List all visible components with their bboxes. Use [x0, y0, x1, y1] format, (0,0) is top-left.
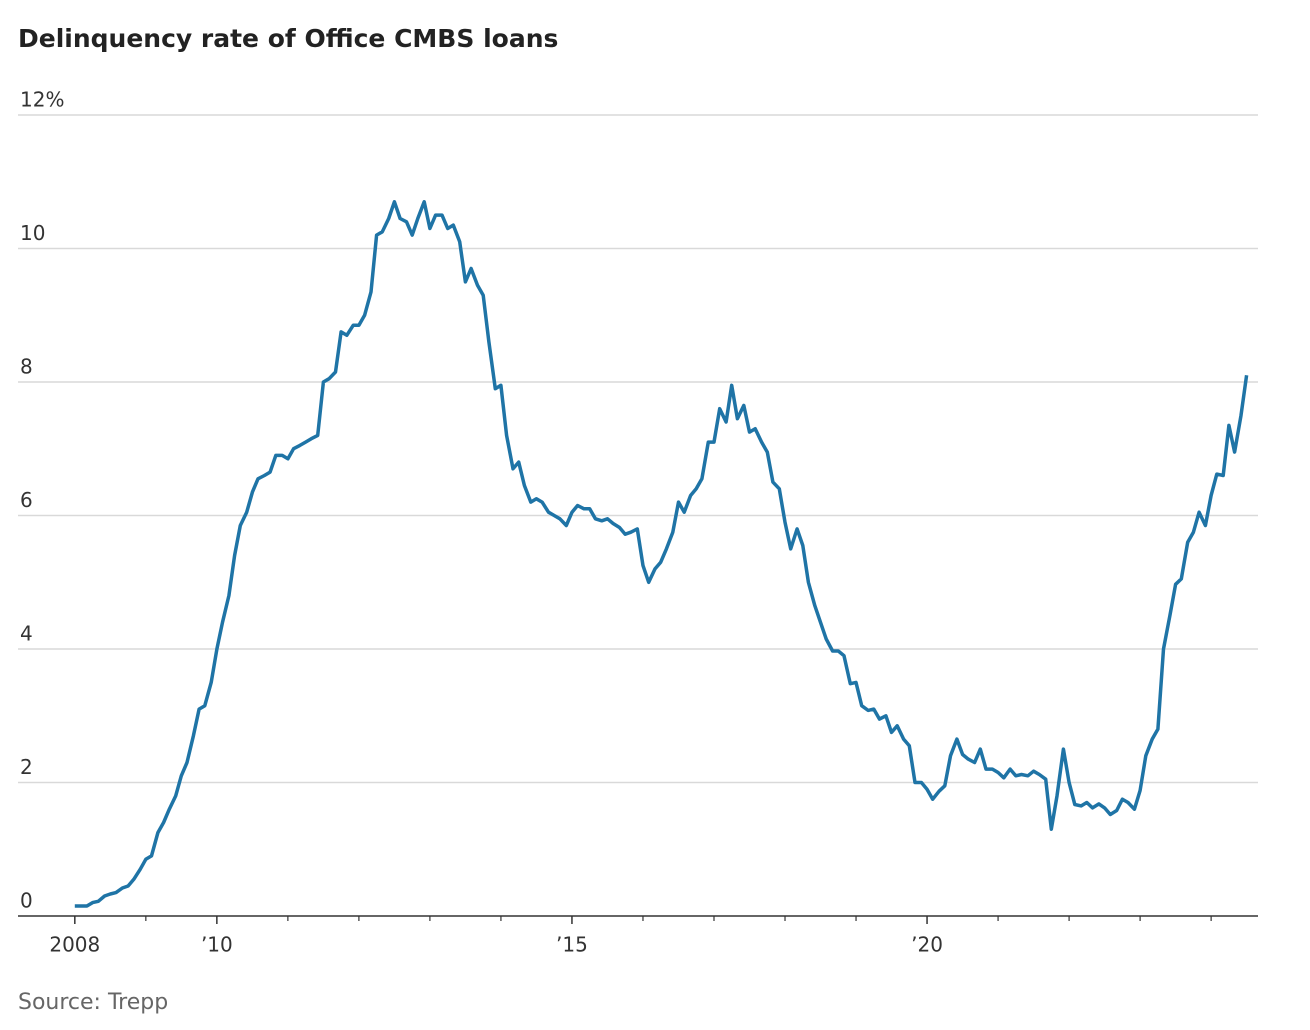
chart-title: Delinquency rate of Office CMBS loans [18, 24, 558, 53]
y-tick-label: 0 [20, 889, 33, 913]
x-tick-label: 2008 [49, 933, 100, 957]
y-tick-label: 2 [20, 755, 33, 779]
y-tick-label: 6 [20, 488, 33, 512]
source: Source: Trepp [18, 990, 168, 1015]
y-tick-label: 12% [20, 88, 64, 112]
x-tick-label: ’10 [201, 933, 233, 957]
y-tick-label: 8 [20, 355, 33, 379]
data-line [74, 200, 1249, 908]
x-tick-label: ’20 [911, 933, 943, 957]
x-tick-label: ’15 [556, 933, 588, 957]
y-tick-label: 4 [20, 622, 33, 646]
y-tick-label: 10 [20, 221, 45, 245]
